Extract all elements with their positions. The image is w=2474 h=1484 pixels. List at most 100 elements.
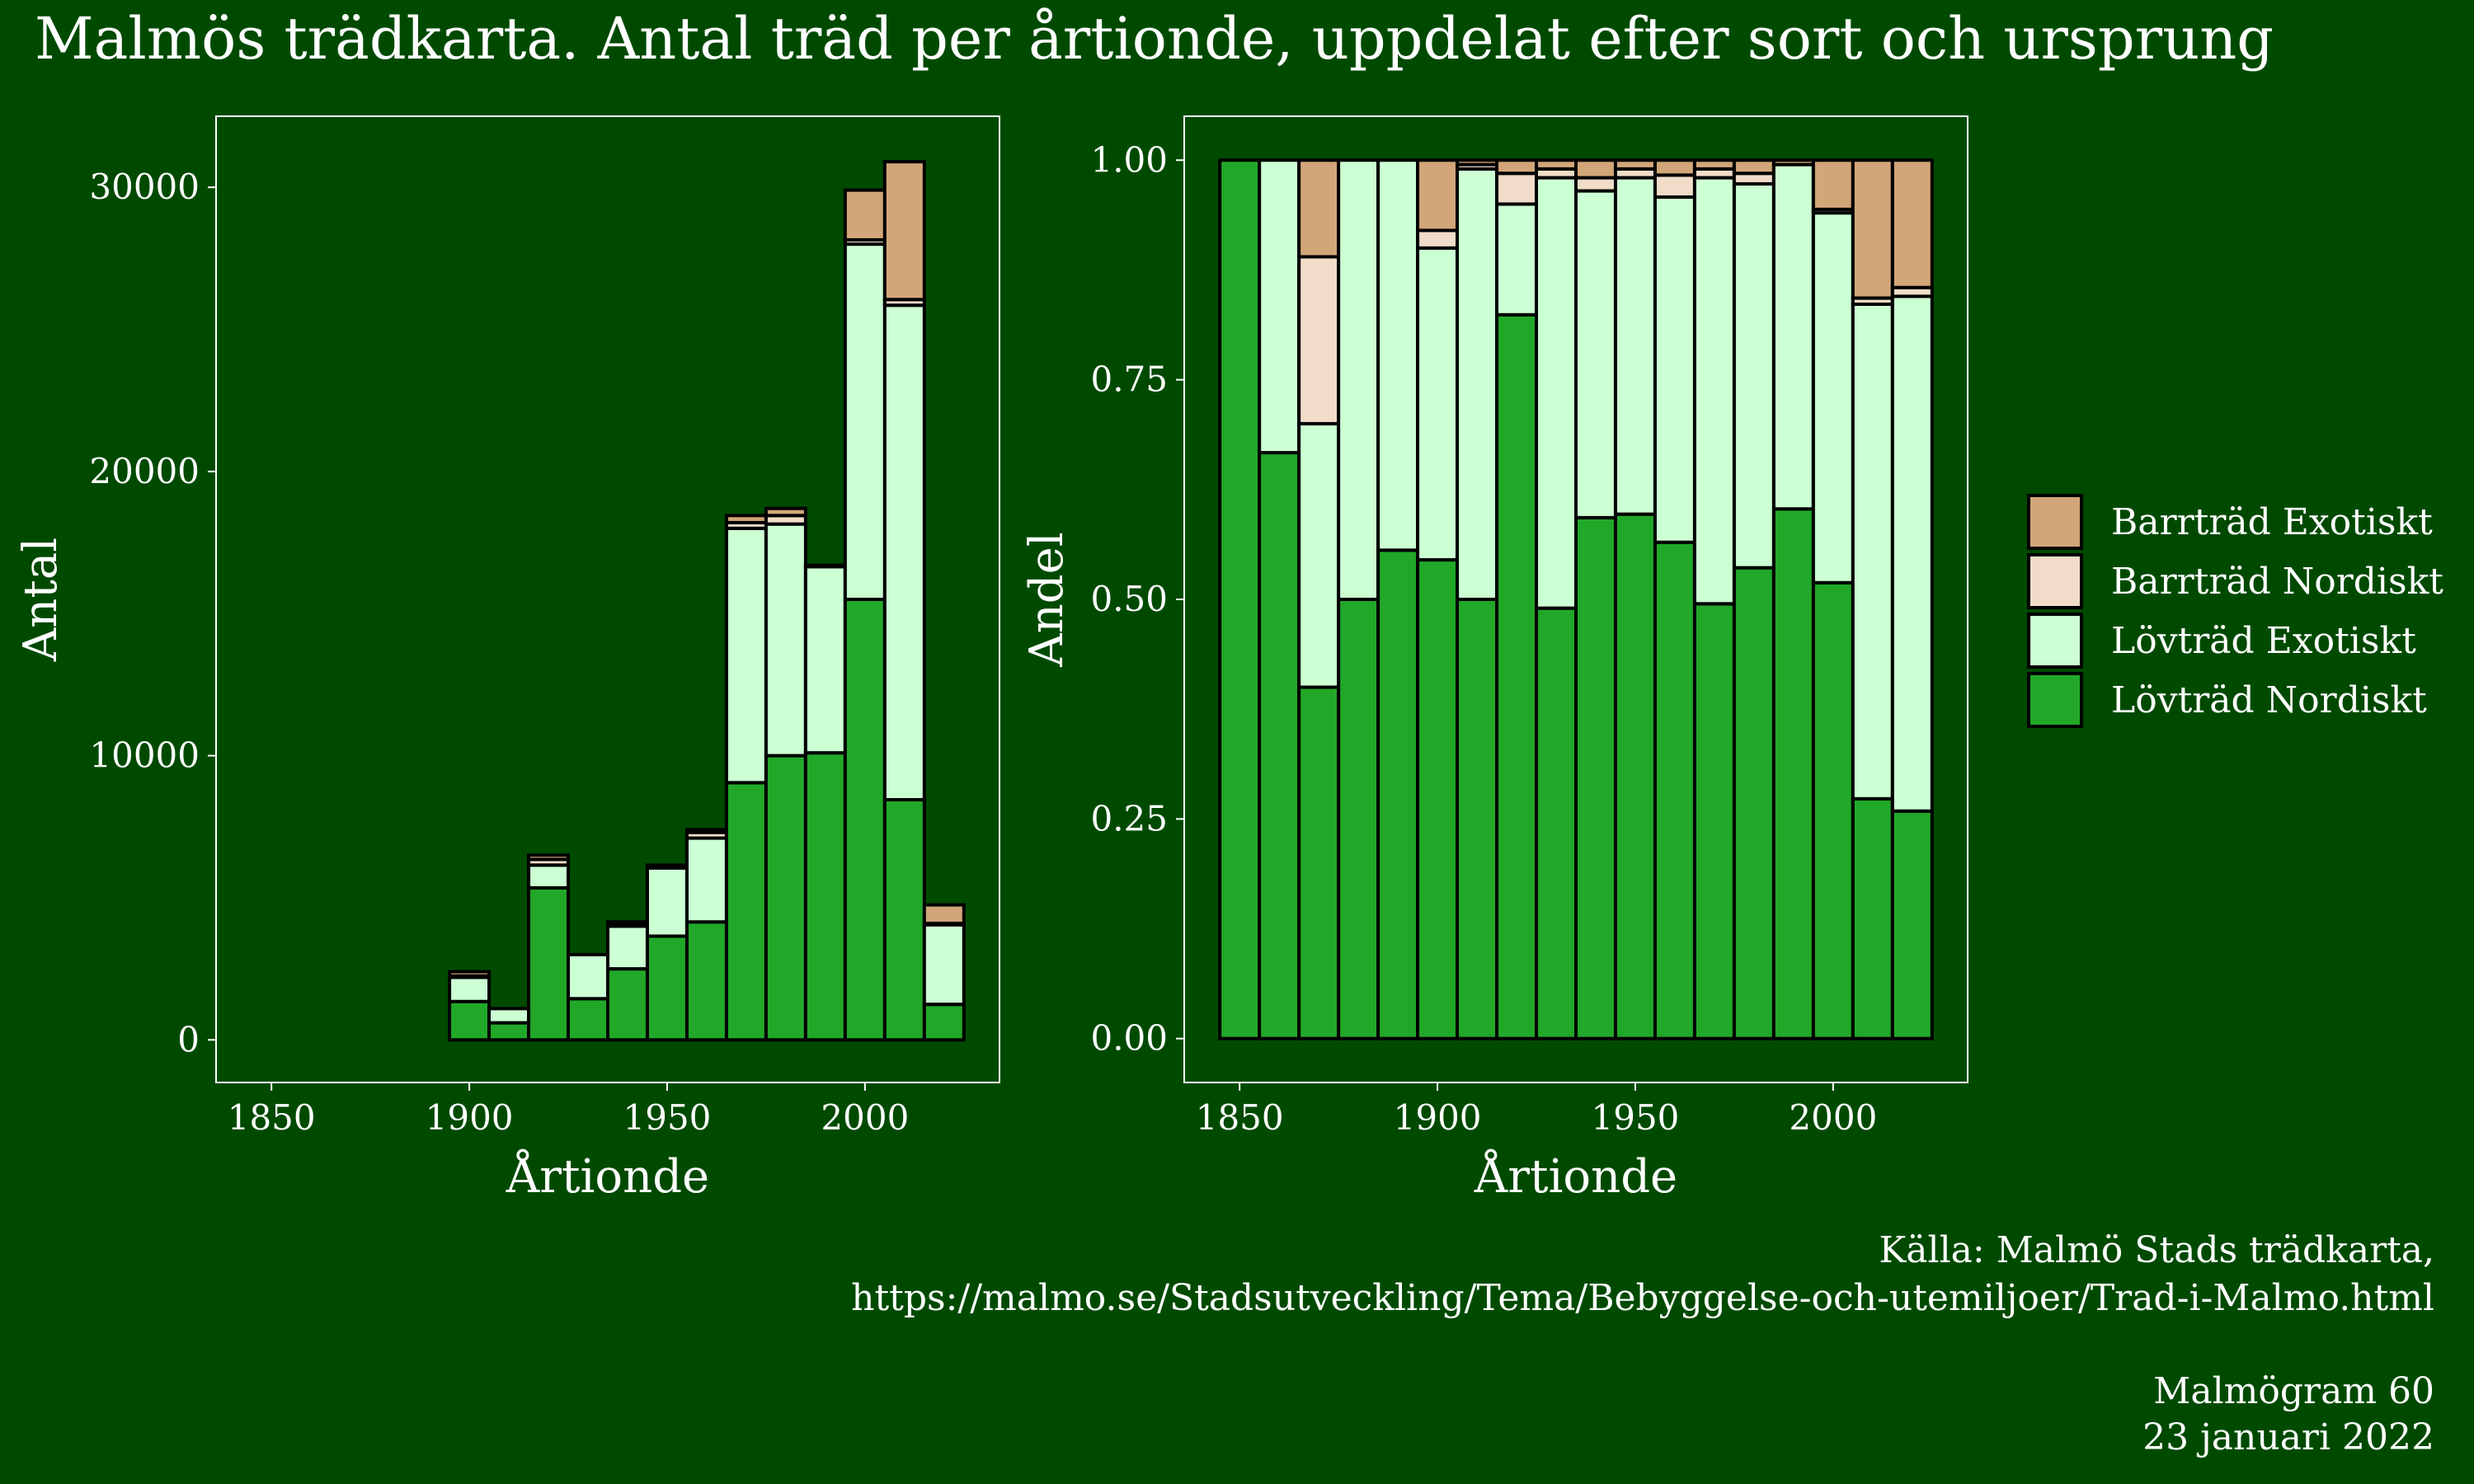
legend-label-barrtrad-exotiskt: Barrträd Exotiskt bbox=[2111, 501, 2433, 543]
bar-lovtrad-exotiskt-1950 bbox=[1613, 176, 1657, 516]
bar-lovtrad-nordiskt-2020 bbox=[1890, 809, 1934, 1040]
y-tick-label: 0.75 bbox=[1090, 359, 1168, 400]
bar-lovtrad-exotiskt-1930 bbox=[1535, 176, 1578, 610]
bar-barrtrad-exotiskt-1990 bbox=[1771, 158, 1815, 167]
bar-lovtrad-nordiskt-1900 bbox=[1416, 558, 1460, 1040]
bar-barrtrad-exotiskt-2010 bbox=[1851, 158, 1894, 300]
bar-lovtrad-exotiskt-1890 bbox=[1376, 158, 1420, 552]
bar-lovtrad-exotiskt-1940 bbox=[1574, 189, 1617, 519]
legend-swatch-lovtrad-nordiskt bbox=[2027, 672, 2083, 728]
bar-lovtrad-nordiskt-1950 bbox=[645, 934, 689, 1042]
bar-barrtrad-exotiskt-1900 bbox=[1416, 158, 1460, 232]
bar-barrtrad-exotiskt-1920 bbox=[527, 853, 571, 862]
bar-lovtrad-exotiskt-1980 bbox=[764, 522, 807, 758]
bar-barrtrad-exotiskt-2000 bbox=[1811, 158, 1855, 211]
bar-barrtrad-exotiskt-2020 bbox=[1890, 158, 1934, 289]
bar-barrtrad-exotiskt-1970 bbox=[724, 514, 768, 524]
bar-lovtrad-nordiskt-1970 bbox=[724, 781, 768, 1042]
bar-lovtrad-nordiskt-1850 bbox=[1218, 158, 1262, 1040]
y-tick-label: 0.50 bbox=[1090, 579, 1168, 619]
bar-lovtrad-nordiskt-1990 bbox=[1771, 507, 1815, 1040]
bar-barrtrad-nordiskt-1940 bbox=[1574, 176, 1617, 193]
bar-lovtrad-nordiskt-1980 bbox=[1732, 566, 1776, 1040]
bar-lovtrad-nordiskt-1940 bbox=[606, 967, 649, 1042]
bar-lovtrad-exotiskt-1920 bbox=[527, 863, 571, 890]
source-line-2: https://malmo.se/Stadsutveckling/Tema/Be… bbox=[851, 1277, 2434, 1319]
x-tick-label: 1950 bbox=[623, 1097, 712, 1138]
bar-lovtrad-exotiskt-1900 bbox=[1416, 246, 1460, 562]
legend-swatch-barrtrad-nordiskt bbox=[2027, 553, 2083, 609]
credit-line-2: 23 januari 2022 bbox=[2142, 1416, 2434, 1458]
bar-lovtrad-exotiskt-1910 bbox=[1456, 167, 1499, 602]
bar-barrtrad-exotiskt-1900 bbox=[448, 970, 492, 978]
bar-lovtrad-nordiskt-1910 bbox=[1456, 598, 1499, 1040]
x-tick-label: 2000 bbox=[1789, 1097, 1877, 1138]
bar-barrtrad-exotiskt-1940 bbox=[1574, 158, 1617, 180]
bar-lovtrad-nordiskt-2010 bbox=[1851, 796, 1894, 1040]
source-line-1: Källa: Malmö Stads trädkarta, bbox=[1879, 1229, 2434, 1271]
bar-lovtrad-exotiskt-1940 bbox=[606, 924, 649, 971]
bar-barrtrad-exotiskt-1970 bbox=[1692, 158, 1736, 171]
bar-lovtrad-exotiskt-2010 bbox=[1851, 303, 1894, 801]
bar-barrtrad-exotiskt-1980 bbox=[1732, 158, 1776, 176]
bar-barrtrad-exotiskt-1920 bbox=[1495, 158, 1539, 176]
bar-lovtrad-nordiskt-1870 bbox=[1297, 685, 1341, 1040]
bar-barrtrad-exotiskt-1940 bbox=[606, 920, 649, 927]
bar-lovtrad-exotiskt-2020 bbox=[922, 923, 966, 1007]
bar-lovtrad-nordiskt-1980 bbox=[764, 754, 807, 1042]
bar-lovtrad-exotiskt-1980 bbox=[1732, 182, 1776, 570]
bar-lovtrad-nordiskt-2010 bbox=[882, 798, 926, 1042]
x-tick-label: 1850 bbox=[228, 1097, 316, 1138]
bar-barrtrad-exotiskt-1960 bbox=[684, 828, 728, 834]
bar-lovtrad-exotiskt-1990 bbox=[1771, 162, 1815, 511]
credit-block: Malmögram 60 23 januari 2022 bbox=[2142, 1369, 2434, 1461]
y-axis-title: Antal bbox=[14, 538, 68, 662]
legend-label-barrtrad-nordiskt: Barrträd Nordiskt bbox=[2111, 561, 2443, 603]
bar-lovtrad-nordiskt-1910 bbox=[487, 1021, 531, 1042]
x-axis-title: Årtionde bbox=[506, 1148, 709, 1204]
bar-lovtrad-nordiskt-1960 bbox=[1653, 540, 1696, 1040]
y-axis-title: Andel bbox=[1020, 532, 1074, 667]
bar-lovtrad-nordiskt-1950 bbox=[1613, 512, 1657, 1040]
bar-lovtrad-exotiskt-1970 bbox=[1692, 176, 1736, 606]
y-tick-label: 30000 bbox=[89, 167, 200, 207]
legend-swatch-lovtrad-exotiskt bbox=[2027, 613, 2083, 669]
y-tick-label: 10000 bbox=[89, 735, 200, 776]
bar-lovtrad-exotiskt-1920 bbox=[1495, 202, 1539, 317]
y-tick-label: 0.00 bbox=[1090, 1018, 1168, 1059]
bar-lovtrad-exotiskt-1900 bbox=[448, 975, 492, 1003]
bar-lovtrad-exotiskt-2000 bbox=[843, 242, 887, 601]
legend-swatch-barrtrad-exotiskt bbox=[2027, 494, 2083, 550]
legend: Barrträd Exotiskt Barrträd Nordiskt Lövträ… bbox=[2027, 494, 2443, 728]
bar-lovtrad-exotiskt-2010 bbox=[882, 303, 926, 802]
bar-barrtrad-exotiskt-1930 bbox=[1535, 158, 1578, 171]
bar-lovtrad-exotiskt-1860 bbox=[1258, 158, 1301, 455]
bar-lovtrad-exotiskt-1960 bbox=[1653, 195, 1696, 544]
y-tick-label: 0.25 bbox=[1090, 798, 1168, 838]
y-tick-label: 20000 bbox=[89, 451, 200, 491]
panel-share: 0.00 0.25 0.50 0.75 1.00 1850 1900 1950 2000 Årti… bbox=[1020, 115, 1968, 1204]
bar-lovtrad-exotiskt-1960 bbox=[684, 836, 728, 924]
bar-barrtrad-exotiskt-1910 bbox=[1456, 158, 1499, 167]
x-tick-label: 1850 bbox=[1196, 1097, 1284, 1138]
legend-label-lovtrad-nordiskt: Lövträd Nordiskt bbox=[2111, 679, 2427, 721]
bar-lovtrad-nordiskt-1900 bbox=[448, 999, 492, 1042]
bar-barrtrad-exotiskt-1960 bbox=[1653, 158, 1696, 177]
bar-lovtrad-exotiskt-1880 bbox=[1337, 158, 1380, 602]
bar-lovtrad-nordiskt-1920 bbox=[1495, 312, 1539, 1040]
bar-lovtrad-nordiskt-2020 bbox=[922, 1003, 966, 1042]
bar-lovtrad-exotiskt-2020 bbox=[1890, 294, 1934, 813]
x-tick-label: 1900 bbox=[1394, 1097, 1482, 1138]
bar-lovtrad-nordiskt-2000 bbox=[1811, 580, 1855, 1040]
bar-lovtrad-nordiskt-1930 bbox=[567, 997, 609, 1042]
bar-lovtrad-nordiskt-1860 bbox=[1258, 451, 1301, 1040]
bar-lovtrad-exotiskt-1870 bbox=[1297, 421, 1341, 689]
panel-frame bbox=[215, 115, 1000, 1083]
bar-barrtrad-exotiskt-2000 bbox=[843, 188, 887, 242]
bar-barrtrad-nordiskt-1870 bbox=[1297, 255, 1341, 425]
legend-label-lovtrad-exotiskt: Lövträd Exotiskt bbox=[2111, 620, 2416, 662]
bar-lovtrad-nordiskt-1940 bbox=[1574, 515, 1617, 1040]
bar-barrtrad-nordiskt-1900 bbox=[1416, 228, 1460, 250]
bar-barrtrad-exotiskt-1980 bbox=[764, 506, 807, 518]
